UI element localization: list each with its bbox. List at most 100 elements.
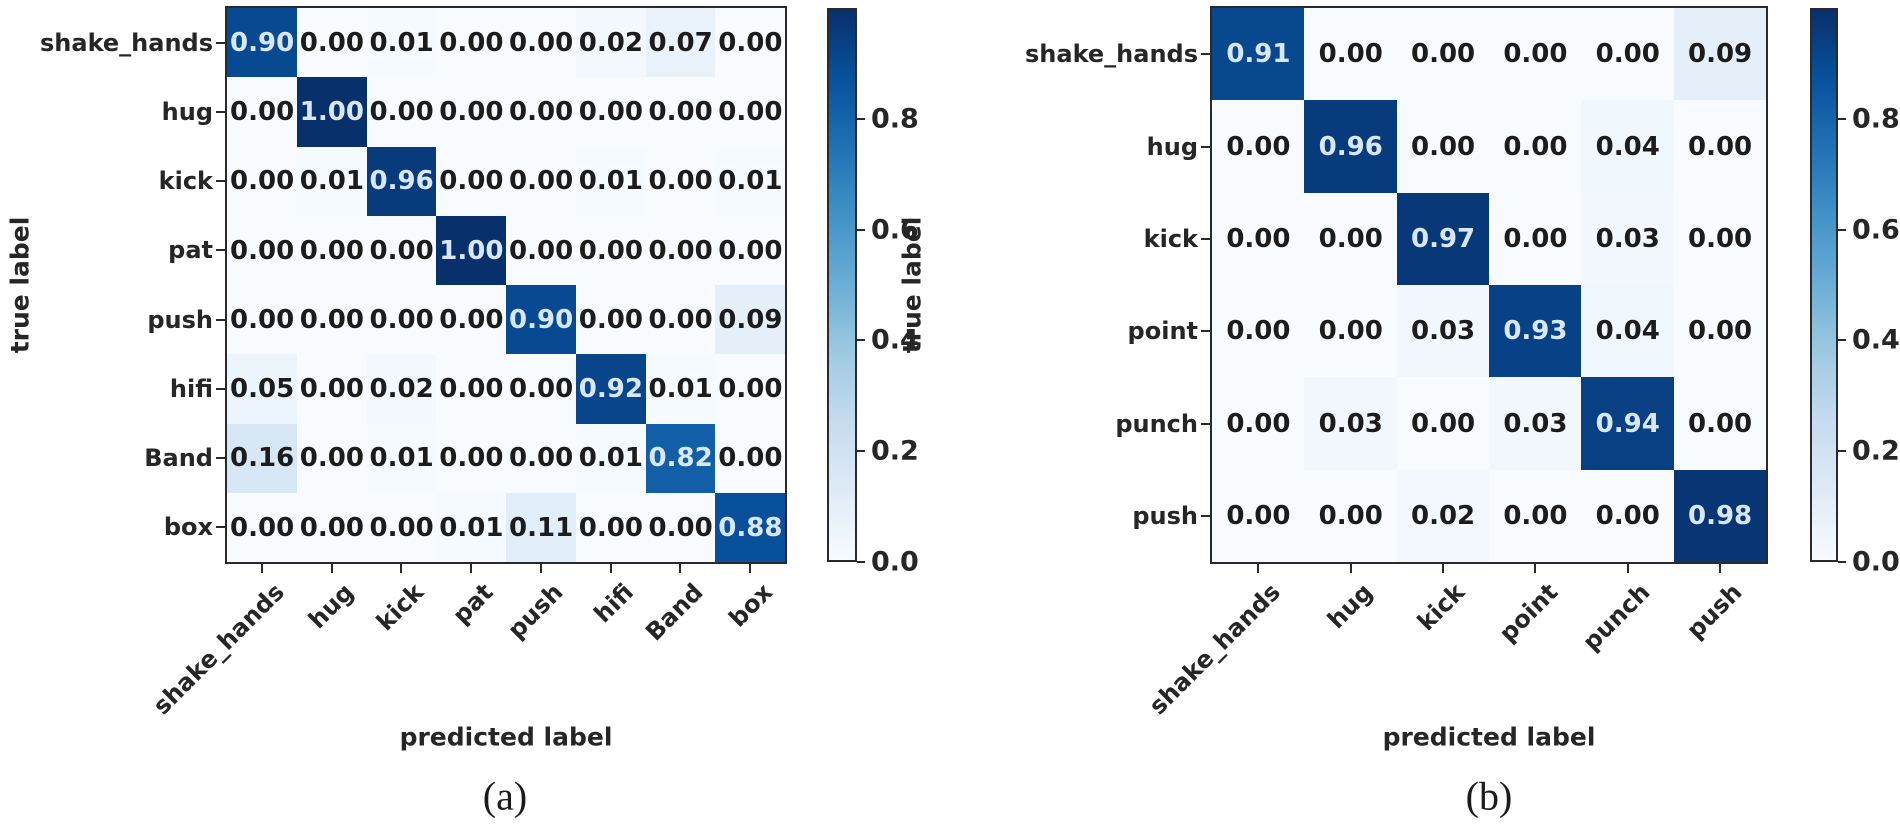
colorbar-tick-label: 0.2 [871, 435, 919, 467]
y-tick-label: pat [168, 236, 213, 265]
matrix-cell: 1.00 [296, 77, 367, 147]
colorbar-tick-mark [1838, 228, 1846, 231]
matrix-cell: 0.00 [1396, 377, 1490, 471]
y-tick-mark [216, 249, 225, 252]
matrix-cell: 0.00 [506, 8, 577, 78]
matrix-cell: 0.00 [506, 77, 577, 147]
matrix-cell: 0.00 [1304, 285, 1398, 378]
matrix-cell: 0.97 [1396, 192, 1490, 286]
matrix-cell: 0.00 [436, 354, 507, 424]
x-tick-label: Band [639, 578, 709, 647]
matrix-cell: 0.03 [1396, 285, 1490, 378]
y-tick-mark [216, 180, 225, 183]
figure-caption-a: (a) [482, 773, 528, 819]
matrix-cell: 0.00 [1396, 100, 1490, 194]
colorbar-tick-mark [857, 117, 865, 120]
y-tick-mark [1201, 422, 1210, 425]
colorbar-tick-mark [1838, 117, 1846, 120]
x-tick-mark [679, 564, 682, 573]
y-tick-label: kick [158, 167, 213, 196]
y-tick-label: Band [144, 444, 213, 473]
colorbar-tick-label: 0.0 [1852, 546, 1900, 578]
y-tick-mark [216, 457, 225, 460]
x-tick-mark [1534, 564, 1537, 573]
x-tick-mark [260, 564, 263, 573]
colorbar-tick-label: 0.6 [871, 214, 919, 246]
matrix-cell: 0.00 [1396, 8, 1490, 101]
matrix-cell: 0.00 [296, 423, 367, 494]
matrix-cell: 0.03 [1581, 192, 1675, 286]
x-tick-mark [1626, 564, 1629, 573]
matrix-cell: 0.00 [1673, 377, 1767, 471]
x-tick-mark [470, 564, 473, 573]
matrix-cell: 0.00 [1212, 100, 1305, 194]
y-tick-label: shake_hands [40, 28, 213, 57]
matrix-cell: 0.01 [296, 146, 367, 217]
colorbar-tick-label: 0.4 [871, 324, 919, 356]
matrix-cell: 0.98 [1673, 469, 1767, 563]
x-tick-label: pat [447, 578, 499, 630]
x-tick-label: punch [1577, 578, 1656, 657]
x-axis-title-a: predicted label [399, 722, 613, 752]
y-tick-mark [1201, 53, 1210, 56]
matrix-cell: 0.00 [227, 285, 298, 355]
colorbar [827, 8, 857, 562]
matrix-cell: 0.00 [1304, 8, 1398, 101]
matrix-cell: 0.00 [1212, 469, 1305, 563]
matrix-cell: 0.01 [575, 423, 646, 494]
y-tick-label: point [1127, 317, 1198, 346]
matrix-cell: 0.01 [575, 146, 646, 217]
x-axis-title-b: predicted label [1382, 722, 1596, 752]
matrix-cell: 0.00 [1673, 192, 1767, 286]
x-tick-label: push [502, 578, 569, 645]
x-tick-mark [330, 564, 333, 573]
matrix-cell: 0.09 [1673, 8, 1767, 101]
matrix-cell: 0.01 [436, 492, 507, 563]
matrix-cell: 0.00 [227, 146, 298, 217]
matrix-cell: 0.91 [1212, 8, 1305, 101]
matrix-cell: 0.00 [296, 354, 367, 424]
matrix-cell: 0.88 [715, 492, 786, 563]
matrix-cell: 0.00 [1212, 377, 1305, 471]
colorbar-tick-label: 0.8 [1852, 103, 1900, 135]
x-tick-label: hifi [588, 578, 639, 629]
matrix-cell: 1.00 [436, 215, 507, 286]
matrix-cell: 0.00 [506, 215, 577, 286]
matrix-cell: 0.00 [296, 215, 367, 286]
y-tick-mark [216, 526, 225, 529]
matrix-cell: 0.00 [366, 77, 437, 147]
x-tick-label: shake_hands [1143, 578, 1286, 721]
matrix-cell: 0.09 [715, 285, 786, 355]
matrix-cell: 0.07 [645, 8, 716, 78]
matrix-cell: 0.96 [1304, 100, 1398, 194]
matrix-cell: 0.02 [366, 354, 437, 424]
matrix-cell: 0.92 [575, 354, 646, 424]
matrix-cell: 0.00 [296, 8, 367, 78]
matrix-cell: 0.93 [1489, 285, 1582, 378]
colorbar [1810, 8, 1838, 562]
colorbar-tick-mark [1838, 561, 1846, 563]
matrix-cell: 0.90 [227, 8, 298, 78]
colorbar-tick-mark [857, 561, 865, 563]
y-tick-mark [216, 387, 225, 390]
matrix-cell: 0.00 [1673, 285, 1767, 378]
matrix-cell: 0.00 [1212, 285, 1305, 378]
colorbar-tick-mark [1838, 450, 1846, 453]
y-tick-mark [1201, 330, 1210, 333]
matrix-cell: 0.00 [436, 77, 507, 147]
x-tick-mark [539, 564, 542, 573]
matrix-cell: 0.00 [366, 492, 437, 563]
x-tick-label: hug [303, 578, 360, 635]
matrix-cell: 0.04 [1581, 285, 1675, 378]
matrix-cell: 0.94 [1581, 377, 1675, 471]
y-tick-label: push [1132, 501, 1198, 530]
matrix-cell: 0.00 [436, 146, 507, 217]
matrix-cell: 0.00 [366, 285, 437, 355]
colorbar-tick-label: 0.6 [1852, 214, 1900, 246]
y-tick-mark [216, 41, 225, 44]
matrix-cell: 0.00 [715, 215, 786, 286]
matrix-cell: 0.01 [366, 8, 437, 78]
matrix-cell: 0.00 [1489, 192, 1582, 286]
x-tick-mark [1718, 564, 1721, 573]
x-tick-label: kick [1412, 578, 1471, 637]
